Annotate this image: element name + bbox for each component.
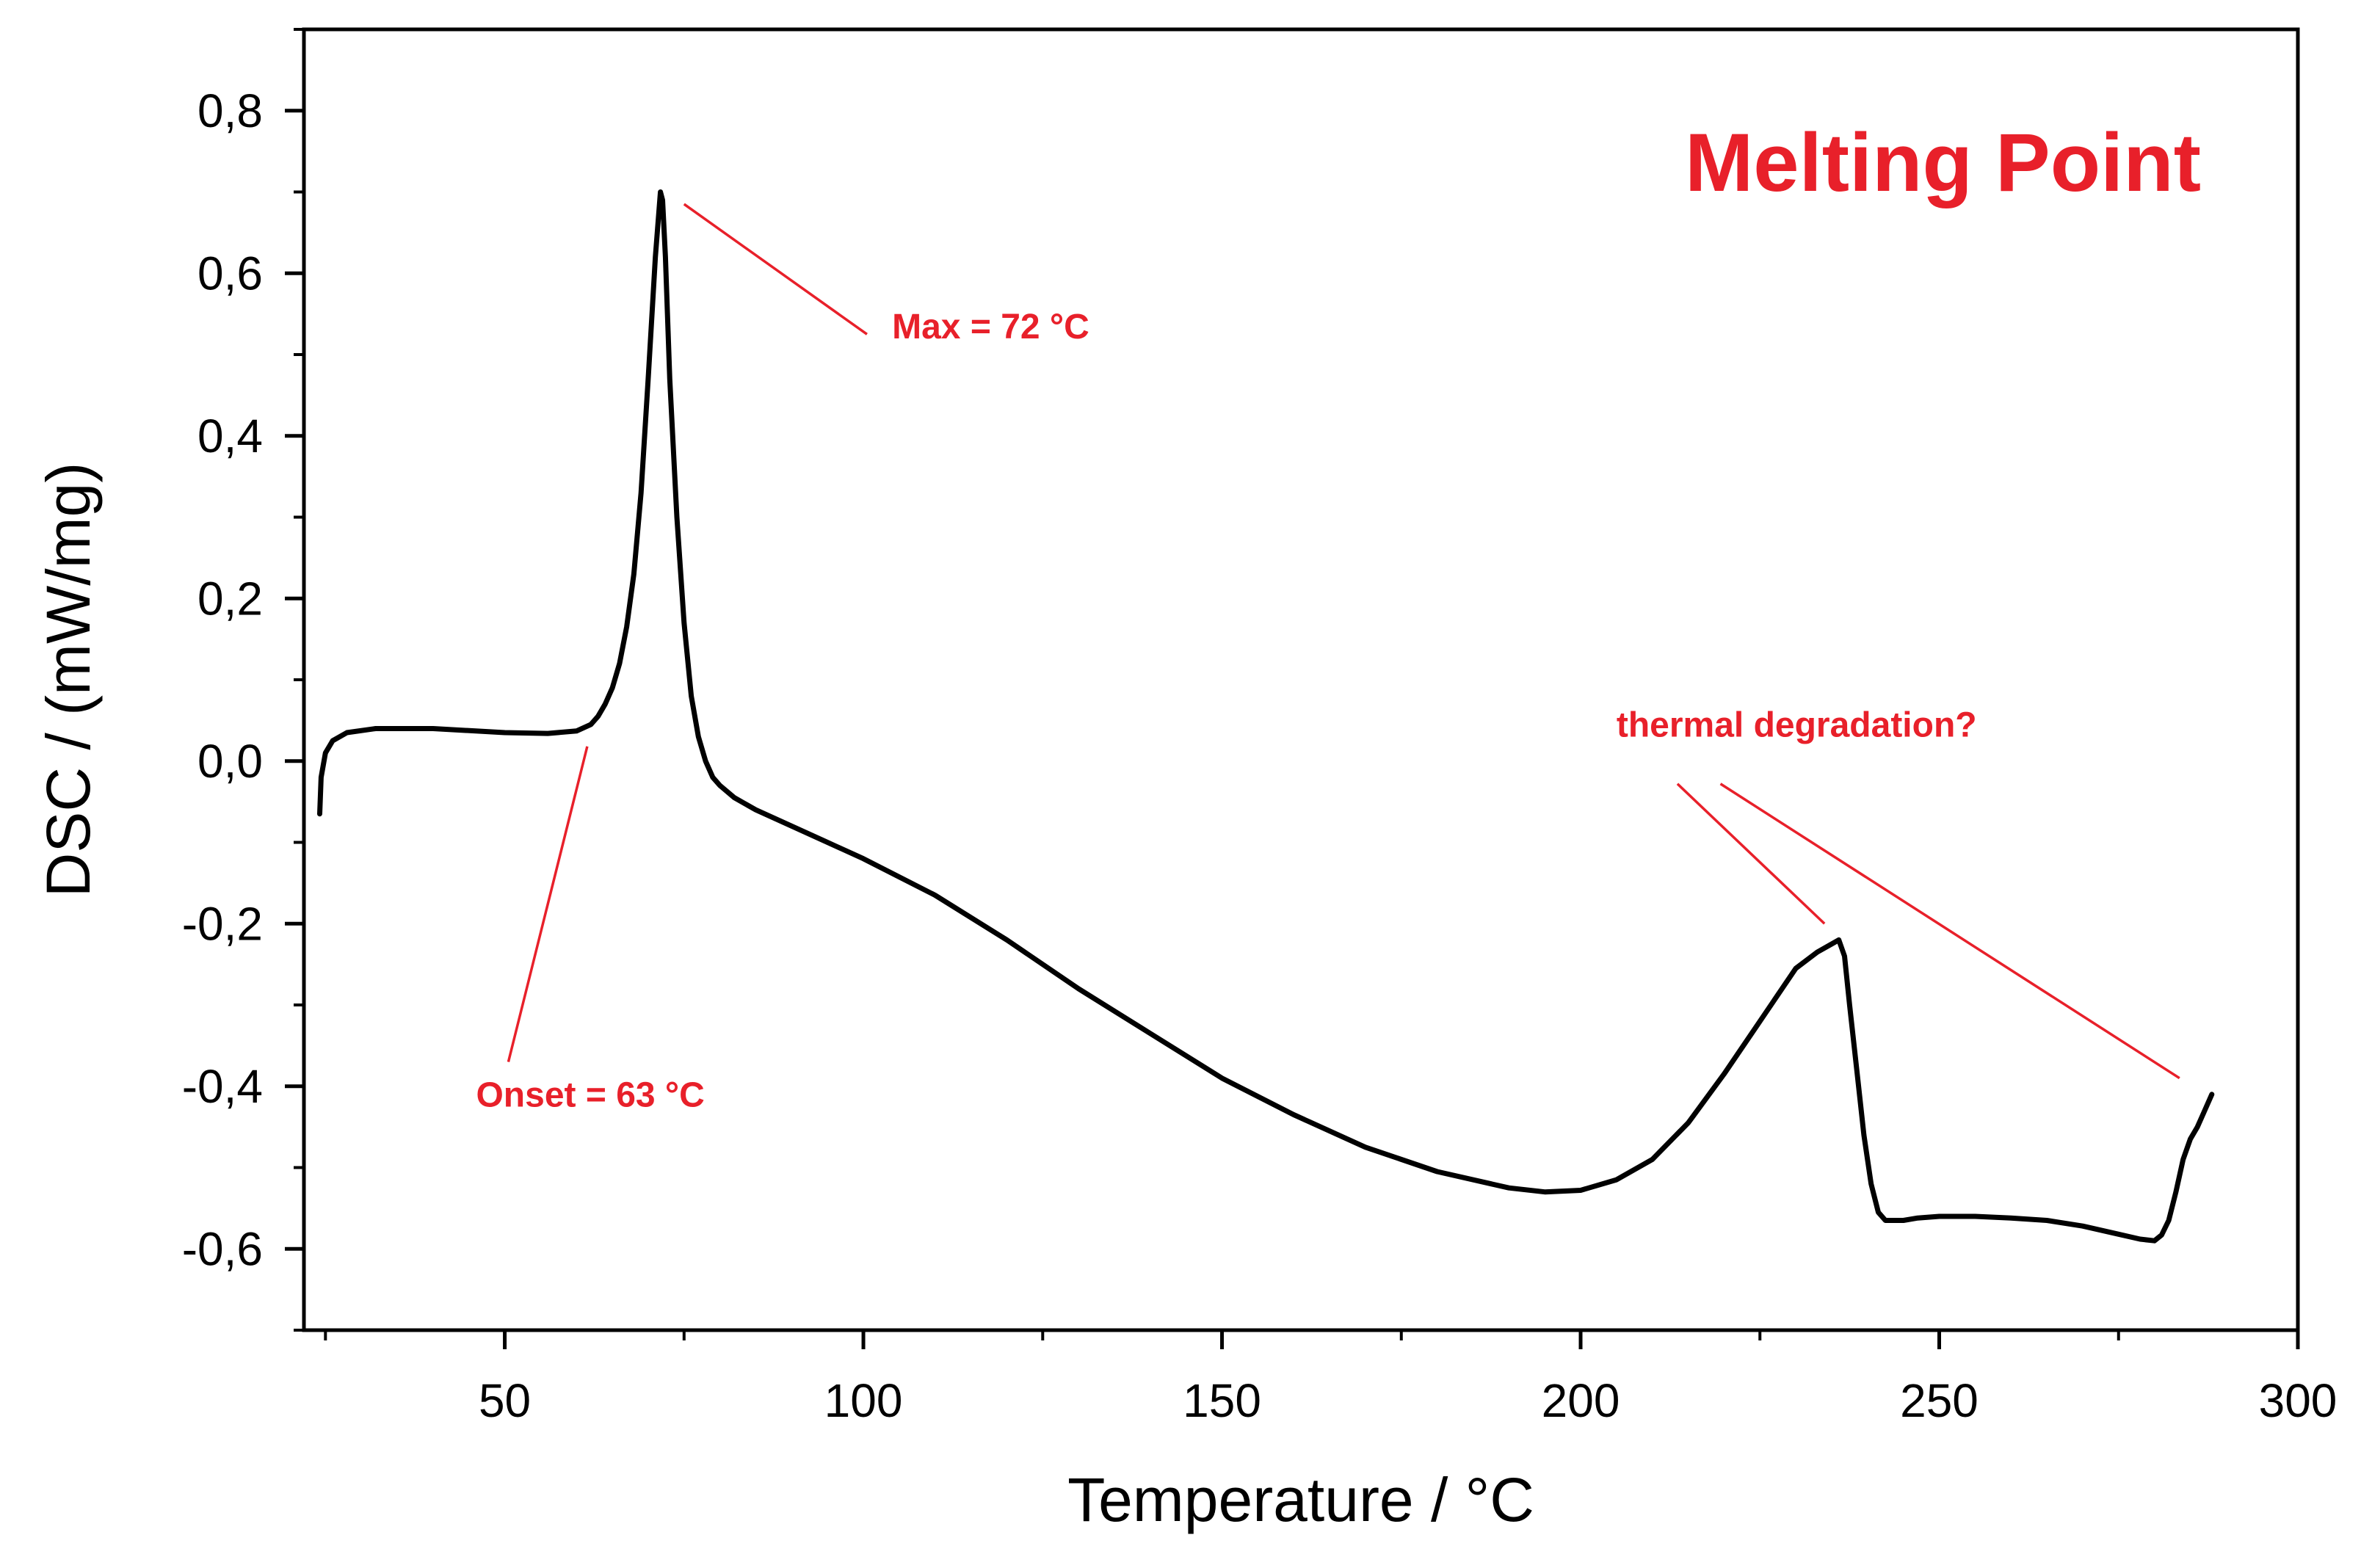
x-axis-title: Temperature / °C <box>1067 1465 1534 1534</box>
chart-title: Melting Point <box>1685 117 2201 208</box>
dsc-curve <box>317 189 2215 1244</box>
x-tick-label: 50 <box>479 1374 531 1427</box>
minor-ticks <box>294 28 2120 1340</box>
y-tick-label: -0,4 <box>182 1060 263 1113</box>
x-tick-label: 250 <box>1900 1374 1979 1427</box>
plot-frame <box>302 27 2300 1332</box>
annotation-line <box>1676 783 1826 925</box>
x-tick-label: 100 <box>824 1374 903 1427</box>
x-tick-label: 150 <box>1183 1374 1261 1427</box>
y-tick-label: 0,0 <box>197 735 263 788</box>
y-tick-labels: -0,6 -0,4 -0,2 0,0 0,2 0,4 0,6 0,8 <box>182 84 263 1276</box>
annotation-line <box>683 203 868 335</box>
annotation-label: Onset = 63 °C <box>476 1075 704 1114</box>
y-tick-label: 0,2 <box>197 572 263 625</box>
annotation-label: Max = 72 °C <box>892 308 1089 346</box>
annotation-labels: Max = 72 °C Onset = 63 °C thermal degradat… <box>476 308 1976 1115</box>
y-tick-label: -0,2 <box>182 897 263 950</box>
x-tick-label: 200 <box>1542 1374 1620 1427</box>
y-tick-label: 0,8 <box>197 84 263 137</box>
major-ticks <box>285 109 2300 1349</box>
y-axis-title: DSC / (mW/mg) <box>34 462 103 898</box>
annotation-line <box>1719 783 2180 1080</box>
x-tick-labels: 50 100 150 200 250 300 <box>479 1374 2337 1427</box>
x-tick-label: 300 <box>2259 1374 2338 1427</box>
annotation-lines <box>507 203 2180 1080</box>
y-tick-label: -0,6 <box>182 1222 263 1275</box>
y-tick-label: 0,4 <box>197 410 263 462</box>
y-tick-label: 0,6 <box>197 247 263 300</box>
annotation-line <box>507 746 589 1062</box>
annotation-label: thermal degradation? <box>1617 706 1977 745</box>
